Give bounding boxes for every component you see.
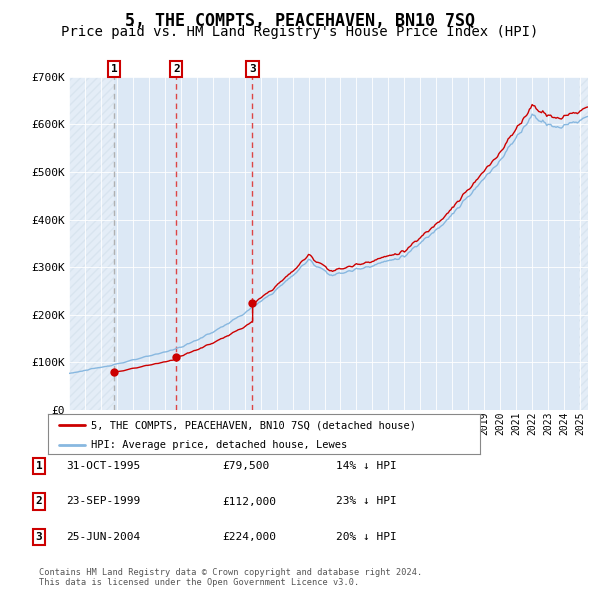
- Text: 5, THE COMPTS, PEACEHAVEN, BN10 7SQ: 5, THE COMPTS, PEACEHAVEN, BN10 7SQ: [125, 12, 475, 30]
- Text: 23-SEP-1999: 23-SEP-1999: [66, 497, 140, 506]
- Text: Price paid vs. HM Land Registry's House Price Index (HPI): Price paid vs. HM Land Registry's House …: [61, 25, 539, 39]
- Text: 2: 2: [173, 64, 180, 74]
- Text: £79,500: £79,500: [222, 461, 269, 471]
- Text: 3: 3: [249, 64, 256, 74]
- Text: 5, THE COMPTS, PEACEHAVEN, BN10 7SQ (detached house): 5, THE COMPTS, PEACEHAVEN, BN10 7SQ (det…: [91, 421, 416, 431]
- Text: 23% ↓ HPI: 23% ↓ HPI: [336, 497, 397, 506]
- Text: £224,000: £224,000: [222, 532, 276, 542]
- Text: HPI: Average price, detached house, Lewes: HPI: Average price, detached house, Lewe…: [91, 440, 347, 450]
- Text: 14% ↓ HPI: 14% ↓ HPI: [336, 461, 397, 471]
- Text: 20% ↓ HPI: 20% ↓ HPI: [336, 532, 397, 542]
- Text: 31-OCT-1995: 31-OCT-1995: [66, 461, 140, 471]
- Bar: [578, 77, 588, 410]
- Bar: [69, 77, 114, 410]
- Text: 1: 1: [111, 64, 118, 74]
- Text: 2: 2: [35, 497, 43, 506]
- Text: 3: 3: [35, 532, 43, 542]
- Text: £112,000: £112,000: [222, 497, 276, 506]
- Text: 1: 1: [35, 461, 43, 471]
- Text: Contains HM Land Registry data © Crown copyright and database right 2024.
This d: Contains HM Land Registry data © Crown c…: [39, 568, 422, 587]
- Text: 25-JUN-2004: 25-JUN-2004: [66, 532, 140, 542]
- Bar: [69, 77, 114, 410]
